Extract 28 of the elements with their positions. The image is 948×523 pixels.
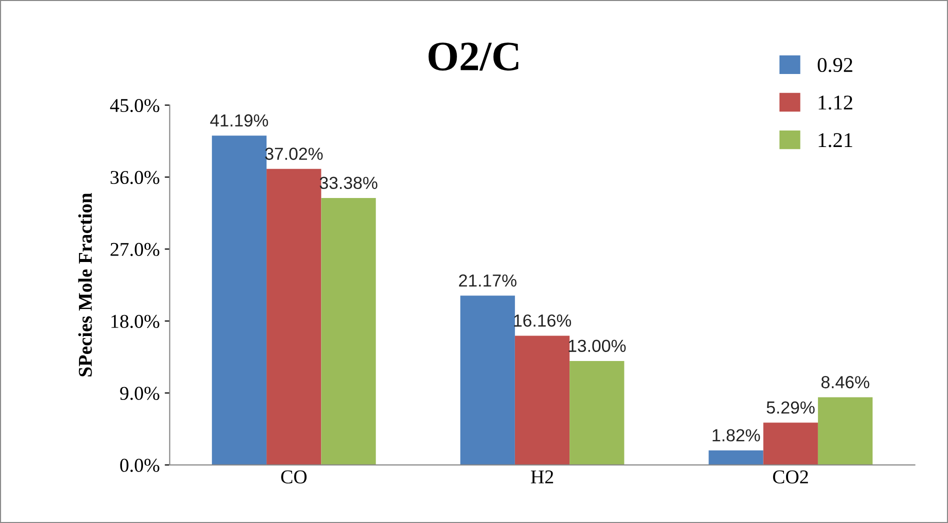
bar bbox=[708, 450, 764, 465]
bar bbox=[763, 422, 818, 465]
bar bbox=[321, 198, 376, 465]
bar bbox=[460, 296, 515, 465]
data-label: 1.82% bbox=[712, 429, 760, 442]
bar bbox=[514, 336, 570, 465]
y-tick-label: 0.0% bbox=[120, 458, 160, 472]
bar bbox=[570, 361, 624, 465]
bar bbox=[212, 136, 267, 465]
x-tick-label: CO2 bbox=[773, 470, 808, 484]
data-label: 8.46% bbox=[821, 376, 870, 388]
data-label: 21.17% bbox=[459, 274, 516, 287]
y-tick-label: 9.0% bbox=[120, 386, 160, 400]
x-tick-label: H2 bbox=[530, 470, 554, 484]
y-tick-label: 18.0% bbox=[111, 314, 160, 328]
chart-title: O2/C bbox=[428, 42, 518, 71]
y-axis-title: SPecies Mole Fraction bbox=[78, 193, 92, 376]
data-label: 5.29% bbox=[766, 401, 815, 414]
legend-label: 1.12 bbox=[818, 96, 852, 110]
legend-label: 0.92 bbox=[818, 58, 852, 72]
y-tick-label: 27.0% bbox=[110, 242, 160, 256]
data-label: 41.19% bbox=[210, 114, 268, 127]
bar bbox=[818, 397, 873, 465]
y-tick-label: 45.0% bbox=[110, 98, 160, 112]
x-tick-label: CO bbox=[281, 470, 307, 484]
legend-label: 1.21 bbox=[818, 133, 852, 148]
y-tick-label: 36.0% bbox=[110, 170, 160, 184]
bar bbox=[266, 168, 322, 465]
